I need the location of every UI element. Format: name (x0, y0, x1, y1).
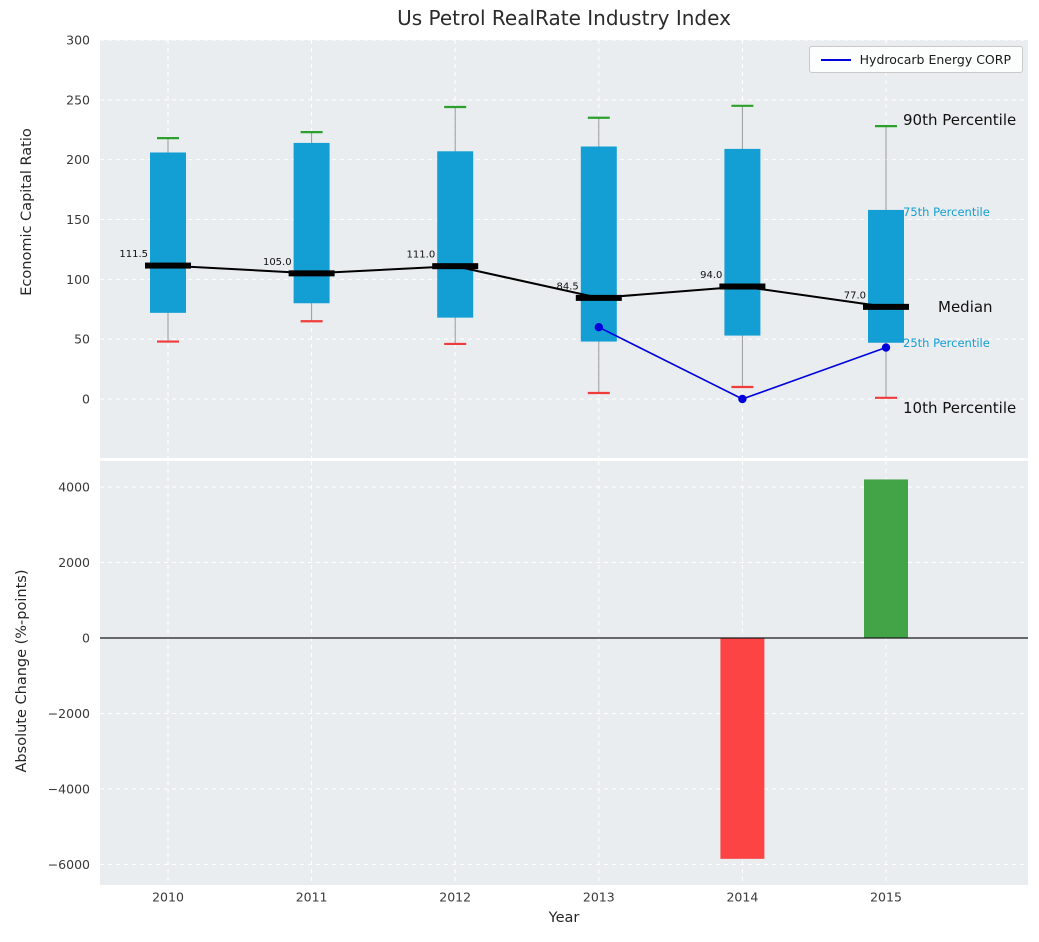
iqr-box (293, 142, 330, 304)
company-point (594, 323, 603, 332)
x-tick-label: 2012 (439, 890, 471, 905)
median-value-label: 105.0 (263, 257, 292, 268)
x-tick-label: 2015 (870, 890, 902, 905)
top-y-axis-label: Economic Capital Ratio (19, 128, 35, 296)
median-value-label: 84.5 (557, 281, 579, 292)
chart-title: Us Petrol RealRate Industry Index (397, 6, 731, 30)
annotation-10th-percentile: 10th Percentile (903, 398, 1017, 417)
iqr-box (868, 209, 904, 343)
company-line-legend-icon (820, 58, 851, 61)
top-y-tick-label: 300 (66, 33, 90, 48)
annotation-75th-percentile: 75th Percentile (903, 204, 990, 219)
annotation-median: Median (938, 297, 993, 316)
x-axis-label: Year (548, 910, 580, 926)
x-tick-label: 2013 (583, 890, 615, 905)
bottom-y-tick-label: −4000 (48, 782, 90, 797)
iqr-box (437, 151, 474, 318)
iqr-box (724, 148, 761, 336)
top-y-tick-label: 0 (82, 392, 90, 407)
annotation-25th-percentile: 25th Percentile (903, 335, 990, 350)
company-point (881, 343, 891, 352)
bottom-y-axis-label: Absolute Change (%-points) (14, 569, 30, 773)
company-point (738, 394, 747, 404)
iqr-box (580, 146, 617, 342)
x-tick-label: 2010 (152, 890, 184, 905)
top-y-tick-label: 250 (66, 92, 90, 107)
change-bar-negative (720, 638, 765, 859)
bottom-y-tick-label: −6000 (48, 857, 90, 872)
bottom-y-tick-label: −2000 (48, 706, 90, 721)
median-value-label: 94.0 (700, 270, 722, 281)
bottom-y-tick-label: 0 (82, 631, 90, 646)
median-trend-line (167, 264, 887, 308)
top-y-tick-label: 200 (66, 152, 90, 167)
top-y-tick-label: 150 (66, 212, 90, 227)
median-value-label: 111.0 (407, 250, 436, 261)
x-tick-label: 2011 (296, 890, 328, 905)
x-tick-label: 2014 (726, 890, 758, 905)
annotation-90th-percentile: 90th Percentile (903, 111, 1017, 130)
bottom-y-tick-label: 2000 (58, 555, 90, 570)
top-y-tick-label: 50 (74, 332, 90, 347)
bottom-y-tick-label: 4000 (58, 480, 90, 495)
legend-label: Hydrocarb Energy CORP (859, 52, 1011, 67)
change-bar-positive (864, 479, 908, 638)
median-value-label: 77.0 (844, 290, 866, 301)
iqr-box (150, 152, 186, 313)
median-value-label: 111.5 (119, 249, 148, 260)
top-y-tick-label: 100 (66, 272, 90, 287)
legend: Hydrocarb Energy CORP (808, 46, 1023, 73)
